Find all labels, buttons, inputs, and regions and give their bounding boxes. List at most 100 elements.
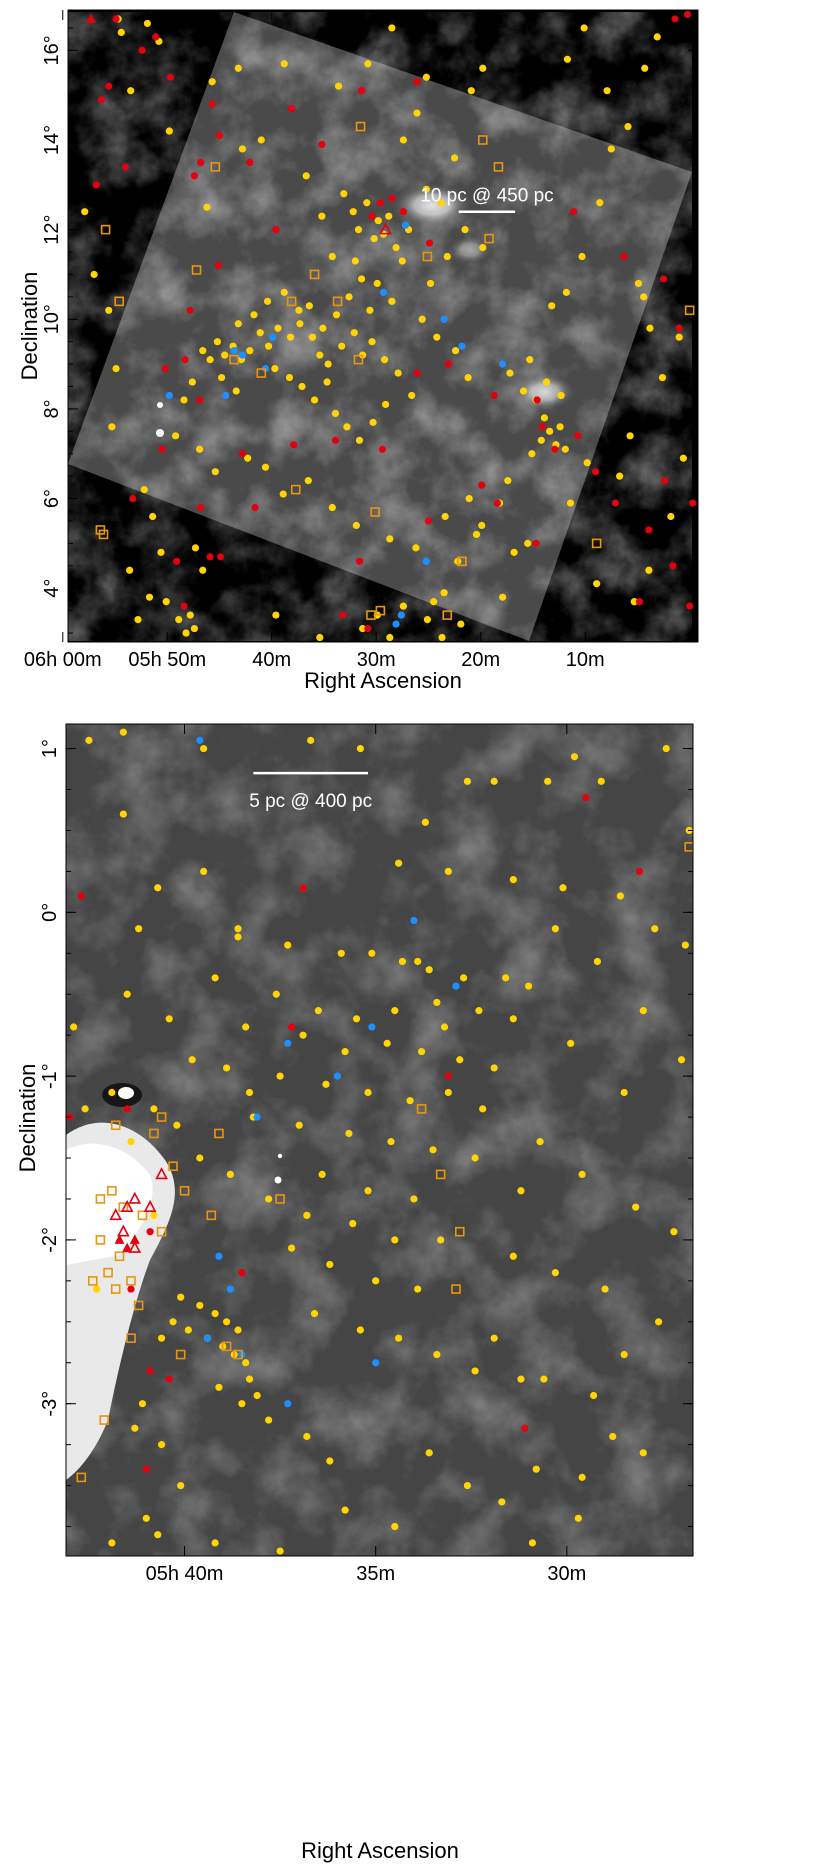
panel1-circle-marker [653, 33, 661, 41]
panel1-circle-marker [369, 418, 377, 426]
panel2-circle-marker [318, 1170, 326, 1178]
panel1-circle-marker [424, 517, 433, 525]
panel2-circle-marker [341, 1506, 349, 1514]
panel2-circle-marker [337, 949, 345, 957]
panel1-circle-marker [450, 154, 459, 162]
panel2-circle-marker [303, 1211, 311, 1219]
panel2-circle-marker [551, 925, 559, 933]
panel1-circle-marker [222, 391, 230, 400]
panel2-circle-marker [440, 1023, 449, 1031]
panel1-circle-marker [230, 347, 238, 355]
panel1-circle-marker [370, 234, 378, 243]
panel1-circle-marker [386, 535, 394, 543]
panel2-circle-marker [272, 990, 280, 998]
panel1-circle-marker [328, 252, 336, 261]
panel1-circle-marker [334, 82, 343, 90]
panel2-circle-marker [303, 1432, 311, 1441]
panel1-circle-marker [478, 481, 486, 489]
panel1-circle-marker [440, 315, 448, 323]
panel1-circle-marker [524, 539, 532, 547]
top-y-axis-title: Declination [17, 272, 42, 381]
panel1-circle-marker [394, 369, 402, 377]
panel1-circle-marker [506, 369, 514, 377]
panel1-circle-marker [214, 261, 223, 270]
panel1-square-open-marker [370, 507, 380, 517]
panel1-circle-marker [388, 24, 396, 32]
panel2-circle-marker [525, 982, 533, 990]
panel1-circle-marker [616, 472, 624, 480]
panel1-circle-marker [246, 347, 254, 355]
panel1-circle-marker [238, 351, 247, 359]
panel2-circle-marker [131, 1424, 139, 1432]
panel1-circle-marker [302, 172, 310, 180]
panel2-circle-marker [314, 1007, 322, 1015]
panel1-square-open-marker [442, 610, 453, 620]
panel1-circle-marker [332, 311, 341, 319]
panel1-circle-marker [658, 373, 667, 382]
panel1-circle-marker [580, 24, 588, 32]
panel2-triangle-open-marker [128, 1191, 142, 1204]
scale-bar-label: 10 pc @ 450 pc [420, 186, 553, 207]
panel2-circle-marker [372, 1277, 380, 1285]
panel2-circle-marker [349, 1219, 357, 1228]
panel2-circle-marker [616, 892, 624, 900]
y-tick-label: 1° [39, 739, 61, 758]
panel1-circle-marker [138, 46, 146, 54]
panel2-square-open-marker [99, 1415, 110, 1425]
panel1-circle-marker [165, 127, 173, 135]
panel2-circle-marker [368, 949, 376, 957]
panel1-circle-marker [182, 629, 190, 637]
panel1-circle-marker [190, 624, 199, 633]
panel1-circle-marker [340, 190, 348, 198]
panel2-circle-marker [196, 736, 204, 744]
panel1-square-open-marker [493, 162, 504, 172]
panel2-circle-marker [433, 1350, 441, 1359]
panel1-circle-marker [556, 423, 564, 431]
panel2-circle-marker [284, 1039, 292, 1047]
panel2-circle-marker [398, 957, 407, 966]
scale-bar-label: 5 pc @ 400 pc [249, 791, 372, 812]
y-tick-label: 14° [41, 125, 63, 155]
panel2-circle-marker [368, 1023, 376, 1031]
panel1-circle-marker [331, 436, 340, 444]
panel1-square-open-marker [684, 305, 695, 316]
panel2-circle-marker [123, 1105, 131, 1113]
panel1-circle-marker [574, 432, 582, 440]
panel1-circle-marker [593, 580, 601, 588]
panel2-square-open-marker [95, 1235, 106, 1245]
panel1-circle-marker [620, 252, 628, 261]
panel2-circle-marker [681, 941, 689, 949]
panel2-triangle-open-marker [128, 1240, 142, 1253]
panel1-circle-marker [316, 633, 324, 642]
panel2-circle-marker [578, 1170, 586, 1178]
panel2-triangle-open-marker [117, 1224, 130, 1237]
panel1-circle-marker [127, 87, 135, 95]
panel1-circle-marker [290, 441, 298, 449]
panel2-circle-marker [310, 1310, 319, 1318]
panel2-circle-marker [307, 736, 315, 744]
panel2-circle-marker [463, 1481, 472, 1490]
panel1-circle-marker [683, 10, 692, 19]
panel1-circle-marker [338, 342, 346, 350]
x-tick-label: 05h 40m [146, 1563, 224, 1585]
panel1-circle-marker [238, 450, 247, 458]
panel2-circle-marker [589, 1391, 598, 1400]
panel1-circle-marker [418, 315, 426, 323]
panel1-circle-marker [641, 64, 649, 72]
panel2-circle-marker [157, 1334, 166, 1342]
panel1-circle-marker [186, 306, 194, 314]
panel2-circle-marker [234, 1326, 242, 1334]
panel2-circle-marker [444, 1072, 452, 1080]
panel1-circle-marker [157, 548, 165, 556]
y-tick-label: -1° [39, 1063, 61, 1089]
panel2-circle-marker [502, 974, 510, 982]
panel2-circle-marker [85, 736, 93, 744]
panel1-circle-marker [388, 194, 396, 202]
panel2-circle-marker [123, 990, 131, 998]
panel2-circle-marker [169, 1318, 177, 1326]
panel2-circle-marker [265, 1195, 273, 1203]
panel1-circle-marker [499, 360, 507, 368]
panel2-triangle-open-marker [120, 1199, 134, 1212]
panel2-square-open-marker [95, 1194, 106, 1204]
panel1-circle-marker [234, 320, 242, 328]
